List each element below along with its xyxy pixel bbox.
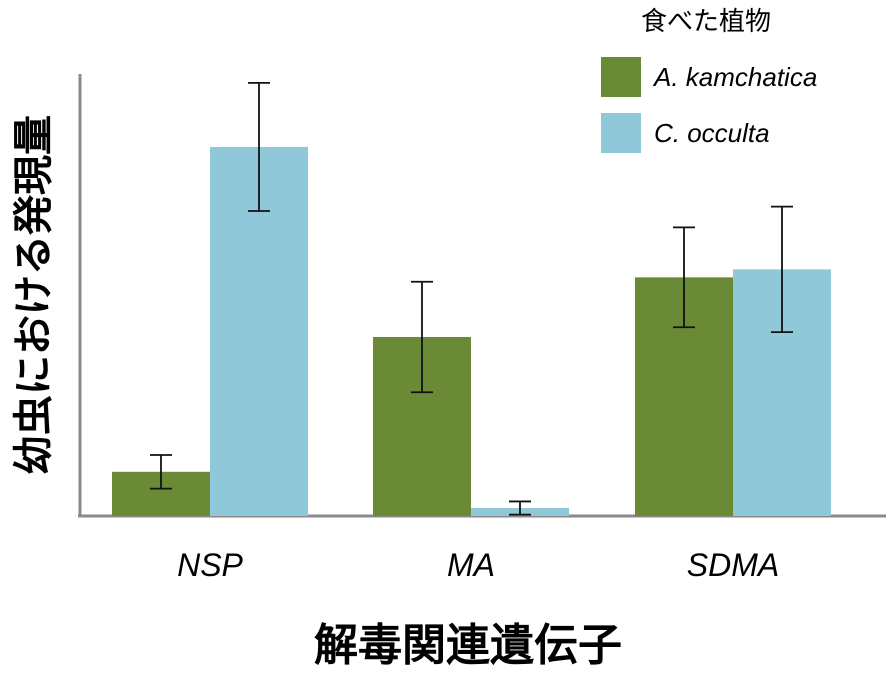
error-bar-sdma-a-kamchatica bbox=[673, 226, 695, 329]
category-label-nsp: NSP bbox=[177, 547, 243, 583]
category-label-sdma: SDMA bbox=[687, 547, 779, 583]
legend-label-a-kamchatica: A. kamchatica bbox=[652, 62, 817, 92]
error-bar-nsp-c-occulta bbox=[248, 81, 270, 212]
legend-title: 食べた植物 bbox=[641, 7, 771, 37]
legend: 食べた植物 A. kamchatica C. occulta bbox=[601, 7, 817, 153]
legend-swatch-a-kamchatica bbox=[601, 57, 641, 97]
x-axis-label: 解毒関連遺伝子 bbox=[314, 620, 622, 671]
error-bar-sdma-c-occulta bbox=[771, 205, 793, 334]
legend-label-c-occulta: C. occulta bbox=[654, 118, 770, 148]
bars-group bbox=[112, 146, 831, 516]
error-bars-group bbox=[150, 81, 793, 516]
legend-swatch-c-occulta bbox=[601, 113, 641, 153]
error-bar-ma-a-kamchatica bbox=[411, 280, 433, 394]
category-label-ma: MA bbox=[447, 547, 495, 583]
error-bar-ma-c-occulta bbox=[509, 500, 531, 516]
y-axis-label: 幼虫における発現量 bbox=[11, 115, 57, 475]
error-bar-nsp-a-kamchatica bbox=[150, 454, 172, 490]
category-labels: NSP MA SDMA bbox=[177, 547, 779, 583]
